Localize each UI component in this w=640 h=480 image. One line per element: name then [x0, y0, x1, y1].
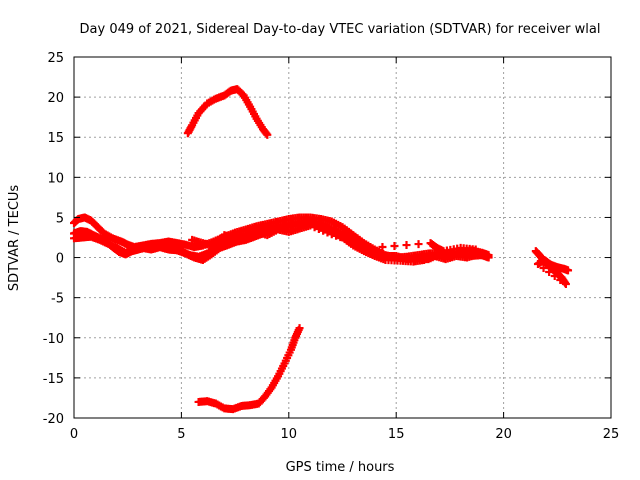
data-point [471, 245, 480, 254]
y-tick-label: 0 [56, 252, 64, 267]
axis-ticks: 0 5 10 15 20 25 -20 -15 -10 -5 0 5 10 15 20 25 [43, 51, 620, 442]
y-tick-label: -10 [43, 332, 64, 347]
data-point [390, 242, 399, 251]
data-point [556, 276, 565, 285]
x-tick-label: 0 [70, 427, 78, 442]
x-tick-label: 10 [281, 427, 298, 442]
series-arc-lower [194, 324, 304, 414]
y-tick-label: -5 [51, 292, 64, 307]
data-marks [70, 85, 573, 414]
data-point [344, 236, 353, 245]
data-point [327, 230, 336, 239]
y-tick-label: 25 [47, 51, 64, 66]
data-point [564, 266, 573, 275]
y-tick-label: 20 [47, 91, 64, 106]
y-tick-label: -20 [43, 412, 64, 427]
data-point [539, 263, 548, 272]
y-axis-label: SDTVAR / TECUs [7, 185, 22, 292]
data-point [332, 231, 341, 240]
data-point [340, 234, 349, 243]
x-tick-label: 15 [388, 427, 405, 442]
data-point [561, 280, 570, 289]
y-tick-label: 10 [47, 171, 64, 186]
y-tick-label: 5 [56, 211, 64, 226]
x-axis-label: GPS time / hours [286, 460, 395, 475]
data-point [550, 272, 559, 281]
data-point [366, 243, 375, 252]
grid-lines [74, 57, 611, 418]
series-late-segment [531, 247, 573, 289]
series-arc-upper [183, 85, 272, 139]
y-tick-label: 15 [47, 131, 64, 146]
x-tick-label: 5 [177, 427, 185, 442]
data-point [545, 267, 554, 276]
y-tick-label: -15 [43, 372, 64, 387]
data-point [295, 324, 304, 333]
chart-title: Day 049 of 2021, Sidereal Day-to-day VTE… [80, 22, 601, 37]
series-main-band-d [188, 221, 480, 256]
data-point [414, 240, 423, 249]
data-point [402, 241, 411, 250]
data-point [319, 226, 328, 235]
data-point [263, 130, 272, 139]
data-point [306, 221, 315, 230]
x-tick-label: 25 [603, 427, 620, 442]
data-point [336, 233, 345, 242]
data-point [323, 228, 332, 237]
data-point [310, 223, 319, 232]
data-point [314, 224, 323, 233]
data-point [484, 252, 493, 261]
x-tick-label: 20 [495, 427, 512, 442]
data-point [378, 242, 387, 251]
